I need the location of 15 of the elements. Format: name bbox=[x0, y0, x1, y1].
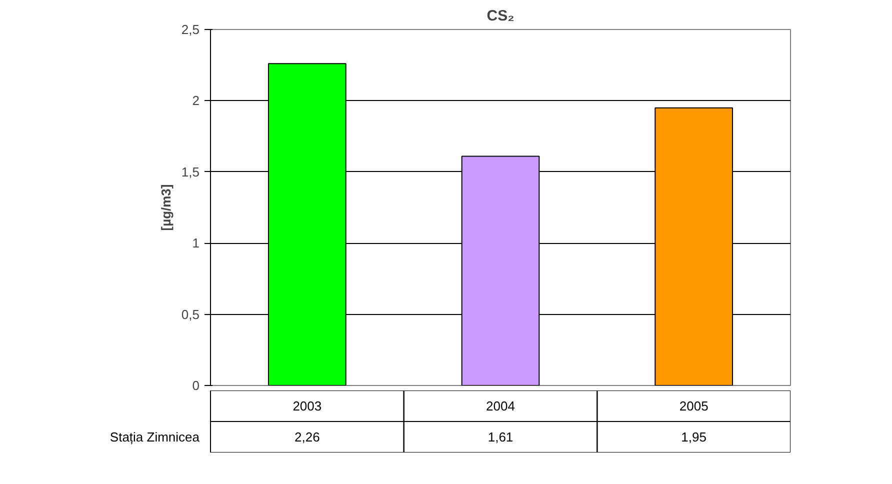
x-tick-label: 2003 bbox=[292, 398, 322, 414]
x-tick-label: 2004 bbox=[486, 398, 515, 414]
y-tick-label: 2 bbox=[192, 93, 200, 108]
chart-title: CS₂ bbox=[486, 8, 514, 24]
y-tick-label: 2,5 bbox=[181, 22, 200, 37]
y-tick-label: 0 bbox=[192, 378, 200, 393]
text: Stația Zimnicea bbox=[110, 430, 200, 444]
y-tick-label: 0,5 bbox=[181, 306, 200, 322]
y-tick-label: 1 bbox=[192, 236, 200, 251]
data-label: 2,26 bbox=[294, 430, 320, 444]
y-tick-label: 1,5 bbox=[181, 164, 200, 180]
y-axis-title: [µg/m3] bbox=[158, 184, 174, 231]
x-tick-label: 2005 bbox=[679, 398, 708, 414]
data-label: 1,61 bbox=[488, 430, 514, 444]
data-label: 1,95 bbox=[681, 430, 706, 444]
